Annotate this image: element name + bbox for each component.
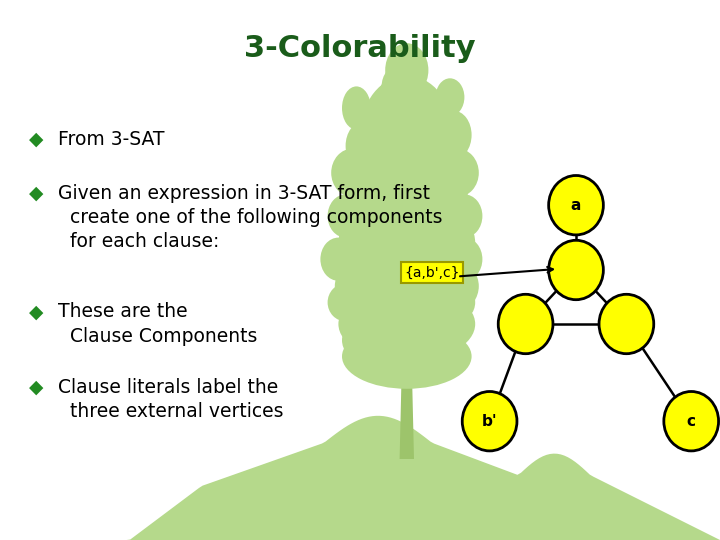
Text: b': b' xyxy=(482,414,498,429)
Ellipse shape xyxy=(328,284,364,321)
Ellipse shape xyxy=(346,130,468,248)
Text: ◆: ◆ xyxy=(29,302,43,321)
Ellipse shape xyxy=(338,194,475,292)
Ellipse shape xyxy=(428,321,464,359)
Ellipse shape xyxy=(331,148,374,197)
Ellipse shape xyxy=(549,240,603,300)
Ellipse shape xyxy=(320,238,356,281)
Text: 3-Colorability: 3-Colorability xyxy=(244,34,476,63)
Ellipse shape xyxy=(664,392,719,451)
Text: c: c xyxy=(687,414,696,429)
Ellipse shape xyxy=(342,321,378,359)
Polygon shape xyxy=(0,416,720,540)
Ellipse shape xyxy=(378,78,407,116)
Ellipse shape xyxy=(335,243,479,329)
Text: From 3-SAT: From 3-SAT xyxy=(58,130,164,148)
Ellipse shape xyxy=(436,111,472,159)
Text: ◆: ◆ xyxy=(29,184,43,202)
Ellipse shape xyxy=(549,176,603,235)
Ellipse shape xyxy=(446,238,482,281)
Ellipse shape xyxy=(342,324,472,389)
Polygon shape xyxy=(400,367,414,459)
Ellipse shape xyxy=(385,43,428,97)
Text: Given an expression in 3-SAT form, first
  create one of the following component: Given an expression in 3-SAT form, first… xyxy=(58,184,442,251)
Ellipse shape xyxy=(498,294,553,354)
Text: a: a xyxy=(571,198,581,213)
Text: ◆: ◆ xyxy=(29,378,43,397)
Text: These are the
  Clause Components: These are the Clause Components xyxy=(58,302,257,346)
Ellipse shape xyxy=(342,86,371,130)
Ellipse shape xyxy=(346,122,382,170)
Text: Clause literals label the
  three external vertices: Clause literals label the three external… xyxy=(58,378,283,421)
Ellipse shape xyxy=(462,392,517,451)
Ellipse shape xyxy=(338,286,475,362)
Ellipse shape xyxy=(446,194,482,238)
Ellipse shape xyxy=(382,65,418,108)
Ellipse shape xyxy=(436,148,479,197)
Ellipse shape xyxy=(400,73,428,111)
Ellipse shape xyxy=(439,284,475,321)
Ellipse shape xyxy=(360,76,454,194)
Ellipse shape xyxy=(599,294,654,354)
Ellipse shape xyxy=(328,194,364,238)
Ellipse shape xyxy=(436,78,464,116)
Text: ◆: ◆ xyxy=(29,130,43,148)
Text: {a,b',c}: {a,b',c} xyxy=(404,266,460,280)
